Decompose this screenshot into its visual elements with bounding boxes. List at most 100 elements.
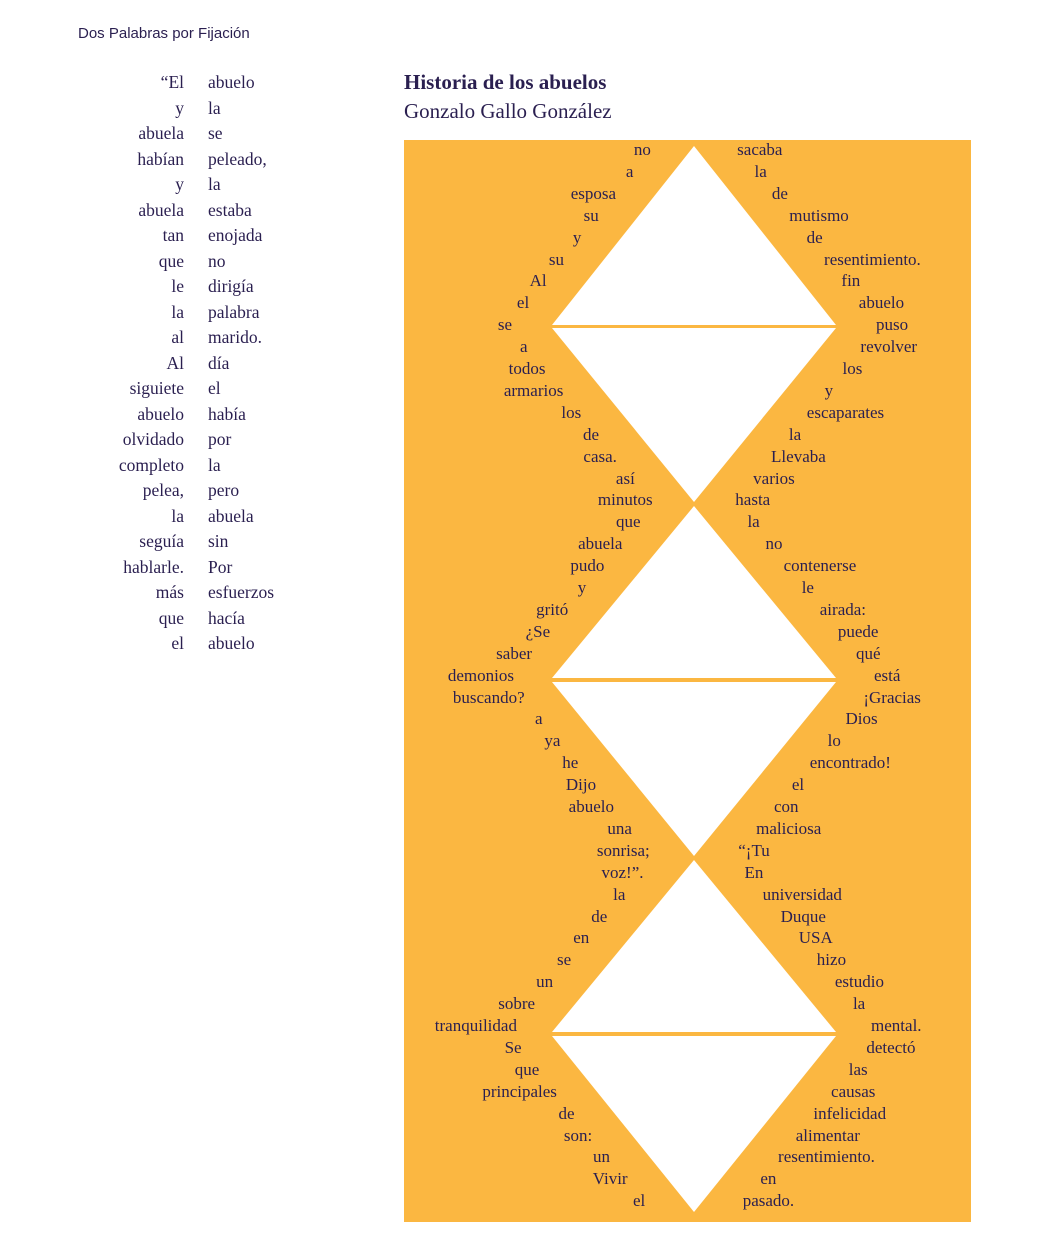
word: habían: [137, 148, 184, 169]
poem-word-left: Al: [529, 271, 547, 291]
poem-word-right: con: [773, 797, 799, 816]
word: completo: [118, 454, 184, 475]
word: enojada: [208, 225, 263, 245]
poem-word-right: revolver: [860, 337, 918, 357]
poem-word-left: Vivir: [592, 1169, 628, 1189]
poem-word-left: demonios: [447, 665, 514, 685]
poem-word-right: resentimiento.: [778, 1147, 875, 1167]
poem-word-right: qué: [855, 643, 881, 663]
poem-word-right: maliciosa: [756, 818, 822, 838]
triangle-shape: [552, 860, 836, 1032]
poem-word-right: está: [874, 665, 901, 685]
poem-word-right: sacaba: [737, 140, 783, 159]
page-header: Dos Palabras por Fijación: [78, 25, 250, 42]
poem-author: Gonzalo Gallo González: [404, 99, 612, 123]
word: abuelo: [208, 72, 255, 92]
poem-word-right: los: [842, 359, 863, 378]
word: la: [208, 454, 221, 475]
word: seguía: [139, 531, 184, 551]
triangle-shape: [552, 682, 836, 856]
word: siguiete: [129, 378, 184, 398]
poem-word-right: alimentar: [795, 1125, 860, 1145]
poem-word-right: las: [848, 1059, 868, 1079]
poem-word-left: ya: [544, 731, 561, 751]
poem-word-left: y: [572, 227, 582, 247]
word: había: [208, 403, 246, 424]
poem-word-left: el: [516, 293, 530, 313]
word: marido.: [208, 327, 262, 347]
poem-word-left: ¿Se: [525, 621, 551, 641]
word: el: [171, 633, 184, 653]
poem-word-right: de: [771, 183, 788, 203]
poem-title: Historia de los abuelos: [404, 70, 607, 94]
word: y: [175, 97, 184, 118]
poem-word-left: principales: [482, 1081, 557, 1101]
poem-word-right: infelicidad: [813, 1103, 887, 1123]
poem-word-right: detectó: [866, 1037, 916, 1057]
poem-word-left: todos: [508, 359, 546, 378]
word: la: [208, 97, 221, 118]
word: palabra: [208, 301, 260, 322]
poem-word-left: casa.: [583, 446, 617, 466]
poem-word-right: escaparates: [806, 402, 885, 422]
poem-word-right: hizo: [816, 950, 847, 970]
poem-word-left: de: [558, 1103, 575, 1123]
word: no: [208, 250, 226, 271]
poem-word-right: la: [852, 994, 866, 1014]
word: por: [208, 429, 232, 449]
poem-word-right: ¡Gracias: [863, 687, 921, 707]
poem-word-left: el: [633, 1191, 646, 1211]
word: dirigía: [208, 276, 254, 296]
poem-word-right: puede: [837, 621, 879, 641]
word: el: [208, 378, 221, 398]
poem-word-left: Se: [504, 1037, 522, 1057]
triangle-shape: [552, 1036, 836, 1212]
poem-word-right: Dios: [845, 709, 878, 729]
poem-word-left: a: [534, 709, 543, 729]
poem-word-left: pudo: [570, 556, 605, 576]
word: le: [171, 276, 184, 296]
word: abuelo: [208, 633, 255, 653]
poem-word-right: hasta: [735, 490, 771, 510]
poem-word-right: mutismo: [789, 205, 849, 225]
poem-word-left: de: [591, 906, 608, 926]
word: “El: [160, 72, 184, 92]
poem-word-left: se: [497, 315, 512, 335]
poem-word-right: abuelo: [858, 293, 905, 313]
poem-word-right: en: [760, 1169, 777, 1189]
word: la: [171, 301, 184, 322]
poem-word-left: su: [548, 249, 564, 269]
poem-word-right: la: [754, 161, 767, 181]
poem-word-right: “¡Tu: [738, 840, 770, 860]
word: al: [171, 327, 184, 347]
word: hablarle.: [123, 556, 184, 577]
triangle-shape: [552, 328, 836, 502]
poem-word-left: su: [583, 205, 599, 225]
poem-word-left: no: [633, 140, 651, 159]
poem-word-left: a: [520, 337, 528, 357]
poem-word-left: armarios: [503, 380, 564, 400]
word: pero: [208, 480, 240, 500]
word: más: [155, 582, 184, 602]
diamond-shapes: [552, 146, 836, 1212]
poem-word-left: tranquilidad: [434, 1016, 517, 1035]
poem-word-right: USA: [798, 928, 833, 948]
poem-word-right: encontrado!: [809, 753, 891, 773]
poem-word-left: a: [625, 161, 634, 181]
poem-panel: no a esposa su y su Al el se a todos armarios los de c…: [404, 140, 971, 1222]
poem-word-left: esposa: [570, 183, 617, 203]
word: día: [208, 352, 230, 373]
poem-word-right: En: [744, 862, 764, 882]
poem-word-left: que: [514, 1059, 540, 1079]
word: que: [158, 250, 184, 271]
poem-word-right: pasado.: [742, 1191, 795, 1211]
poem-word-right: Duque: [780, 906, 826, 926]
poem-word-right: resentimiento.: [824, 249, 921, 269]
poem-word-left: abuela: [578, 534, 623, 554]
poem-word-left: he: [562, 753, 579, 773]
poem-word-right: la: [747, 512, 760, 532]
poem-word-left: que: [615, 512, 641, 532]
poem-word-right: airada:: [819, 599, 867, 619]
poem-word-left: Dijo: [565, 775, 597, 795]
word: peleado,: [208, 148, 267, 169]
